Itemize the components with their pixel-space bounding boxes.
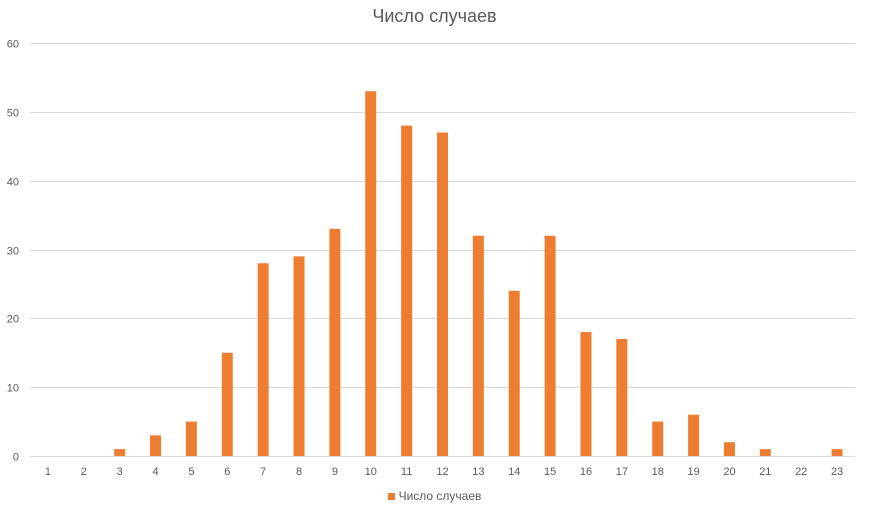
legend: Число случаев	[0, 489, 869, 503]
legend-label: Число случаев	[398, 489, 482, 503]
x-tick-label: 17	[616, 466, 628, 478]
bar	[401, 125, 413, 456]
x-tick-label: 7	[260, 466, 266, 478]
x-tick-label: 6	[224, 466, 230, 478]
x-tick-label: 16	[580, 466, 592, 478]
bar	[221, 352, 233, 456]
y-tick-label: 60	[7, 39, 19, 51]
x-tick-label: 18	[652, 466, 664, 478]
bar	[293, 256, 305, 456]
y-tick-label: 50	[7, 108, 19, 120]
bar	[723, 442, 735, 456]
bar	[329, 228, 341, 456]
bar	[365, 91, 377, 456]
x-tick-label: 11	[401, 466, 412, 478]
legend-swatch	[387, 493, 395, 500]
y-tick-label: 10	[7, 383, 19, 395]
x-tick-label: 1	[45, 466, 51, 478]
x-tick-label: 12	[436, 466, 448, 478]
bar	[185, 421, 197, 456]
bar	[759, 449, 771, 456]
x-tick-label: 5	[188, 466, 194, 478]
y-tick-label: 20	[7, 314, 19, 326]
bar	[150, 435, 162, 456]
x-tick-label: 21	[759, 466, 771, 478]
bar	[257, 263, 269, 456]
bar	[114, 449, 126, 456]
chart-title: Число случаев	[372, 6, 497, 26]
x-tick-label: 20	[723, 466, 735, 478]
bar	[616, 338, 628, 456]
x-tick-label: 10	[365, 466, 377, 478]
y-tick-label: 40	[7, 177, 19, 189]
x-tick-label: 9	[332, 466, 338, 478]
x-tick-label: 2	[81, 466, 87, 478]
x-tick-label: 8	[296, 466, 302, 478]
bar	[544, 235, 556, 456]
x-tick-label: 4	[152, 466, 158, 478]
bar	[652, 421, 664, 456]
x-tick-label: 14	[508, 466, 520, 478]
y-tick-label: 30	[7, 246, 19, 258]
bar	[831, 449, 843, 456]
x-tick-label: 19	[687, 466, 699, 478]
x-tick-label: 13	[472, 466, 484, 478]
x-tick-label: 23	[831, 466, 843, 478]
bar	[437, 132, 448, 456]
bar	[580, 332, 592, 456]
x-tick-label: 22	[795, 466, 807, 478]
y-tick-label: 0	[13, 452, 19, 464]
bar	[472, 235, 484, 456]
bar	[688, 414, 700, 456]
x-tick-label: 3	[117, 466, 123, 478]
bar	[508, 290, 520, 456]
x-tick-label: 15	[544, 466, 556, 478]
